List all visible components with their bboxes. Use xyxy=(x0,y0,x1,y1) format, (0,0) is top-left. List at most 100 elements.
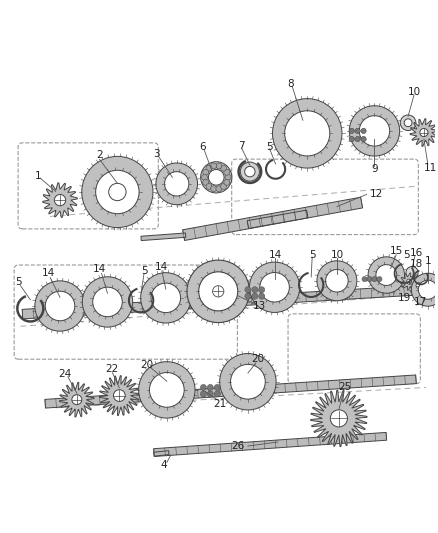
Text: 2: 2 xyxy=(96,150,102,160)
Circle shape xyxy=(360,128,365,133)
Circle shape xyxy=(367,257,404,293)
Circle shape xyxy=(101,175,134,208)
Text: 10: 10 xyxy=(329,249,343,260)
Circle shape xyxy=(415,282,421,288)
Circle shape xyxy=(403,119,411,127)
Polygon shape xyxy=(45,375,415,408)
Circle shape xyxy=(198,272,237,311)
Circle shape xyxy=(35,281,85,331)
Circle shape xyxy=(212,286,223,297)
Circle shape xyxy=(72,395,81,405)
Text: 6: 6 xyxy=(199,142,205,152)
Circle shape xyxy=(258,293,264,299)
Circle shape xyxy=(371,277,376,282)
Circle shape xyxy=(45,291,74,321)
Circle shape xyxy=(376,277,381,282)
Text: 16: 16 xyxy=(409,248,422,258)
Circle shape xyxy=(138,362,194,418)
Circle shape xyxy=(251,287,257,293)
Text: 11: 11 xyxy=(423,163,436,173)
Circle shape xyxy=(349,106,399,156)
Text: 20: 20 xyxy=(140,360,153,370)
Circle shape xyxy=(316,261,356,301)
Circle shape xyxy=(54,195,66,206)
Circle shape xyxy=(205,165,212,171)
Circle shape xyxy=(354,136,360,142)
Circle shape xyxy=(225,174,230,180)
Text: 14: 14 xyxy=(42,269,55,278)
Text: 5: 5 xyxy=(141,266,147,276)
Circle shape xyxy=(405,266,417,279)
Circle shape xyxy=(151,283,180,313)
Circle shape xyxy=(244,293,251,299)
Text: 14: 14 xyxy=(155,262,168,272)
Text: 24: 24 xyxy=(58,369,71,378)
Circle shape xyxy=(219,353,276,410)
Circle shape xyxy=(140,273,191,323)
Polygon shape xyxy=(182,197,362,240)
Circle shape xyxy=(215,186,221,192)
Circle shape xyxy=(207,384,213,391)
Text: 5: 5 xyxy=(15,277,22,287)
Circle shape xyxy=(202,180,208,185)
Polygon shape xyxy=(409,119,437,147)
Text: 5: 5 xyxy=(402,249,409,260)
Circle shape xyxy=(284,111,329,156)
Circle shape xyxy=(419,128,427,136)
Circle shape xyxy=(109,183,126,200)
Circle shape xyxy=(272,99,341,168)
Circle shape xyxy=(187,260,249,322)
Polygon shape xyxy=(141,233,185,240)
Text: 5: 5 xyxy=(266,142,272,152)
Circle shape xyxy=(259,272,289,302)
Circle shape xyxy=(354,128,360,133)
Circle shape xyxy=(214,384,220,391)
Circle shape xyxy=(361,277,366,282)
Circle shape xyxy=(230,365,265,399)
Circle shape xyxy=(251,293,257,299)
Circle shape xyxy=(223,169,229,175)
Polygon shape xyxy=(247,210,307,229)
Polygon shape xyxy=(153,451,169,456)
Text: 20: 20 xyxy=(251,354,264,364)
Circle shape xyxy=(406,279,410,284)
Circle shape xyxy=(244,166,254,177)
Circle shape xyxy=(205,183,212,189)
Text: 8: 8 xyxy=(286,79,293,88)
Circle shape xyxy=(155,163,197,205)
Circle shape xyxy=(214,391,220,397)
Circle shape xyxy=(358,116,389,146)
Polygon shape xyxy=(42,183,77,217)
Text: 26: 26 xyxy=(231,441,244,451)
Polygon shape xyxy=(408,275,428,296)
Polygon shape xyxy=(399,273,417,290)
Polygon shape xyxy=(153,432,386,456)
Circle shape xyxy=(399,115,415,131)
Circle shape xyxy=(164,172,188,196)
Text: 22: 22 xyxy=(105,364,118,374)
Circle shape xyxy=(375,264,396,286)
Circle shape xyxy=(417,280,436,299)
Text: 15: 15 xyxy=(389,246,402,256)
Circle shape xyxy=(329,410,346,427)
Text: 12: 12 xyxy=(369,189,382,199)
Circle shape xyxy=(220,165,226,171)
Circle shape xyxy=(113,390,125,401)
Circle shape xyxy=(220,183,226,189)
Circle shape xyxy=(207,391,213,397)
Circle shape xyxy=(348,128,353,133)
Text: 1: 1 xyxy=(424,256,430,266)
Text: 21: 21 xyxy=(213,399,226,409)
Circle shape xyxy=(92,287,122,317)
Circle shape xyxy=(258,287,264,293)
Circle shape xyxy=(223,180,229,185)
Text: 17: 17 xyxy=(413,297,427,307)
Text: 1: 1 xyxy=(35,171,42,181)
Text: 25: 25 xyxy=(337,383,351,392)
Polygon shape xyxy=(60,382,94,417)
Text: 10: 10 xyxy=(406,87,420,97)
Circle shape xyxy=(325,270,347,292)
Circle shape xyxy=(200,161,231,193)
Text: 5: 5 xyxy=(308,249,315,260)
Circle shape xyxy=(249,262,299,312)
